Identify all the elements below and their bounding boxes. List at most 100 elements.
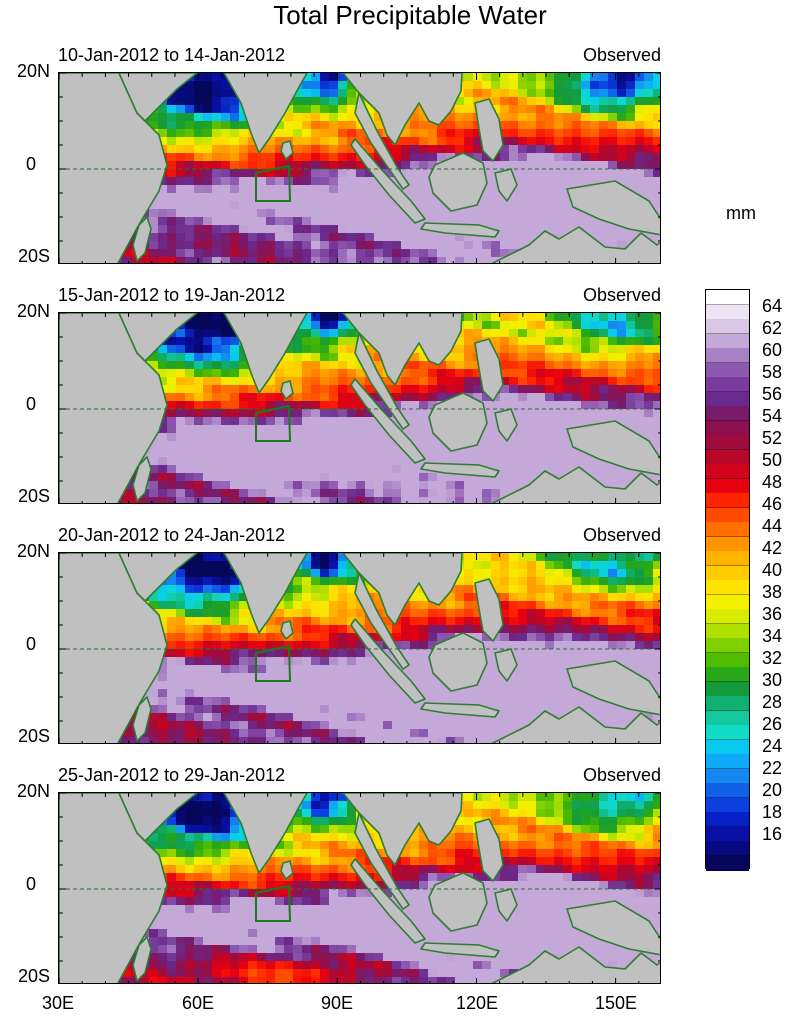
colorbar-swatch: [706, 594, 749, 610]
panel-2-lat-20n: 20N: [16, 301, 50, 321]
land-polygon: [474, 338, 504, 402]
colorbar-label: 54: [762, 406, 783, 426]
land-polygon: [280, 860, 294, 880]
land-polygon: [566, 180, 660, 236]
colorbar-swatch: [706, 333, 749, 349]
colorbar-swatch: [706, 797, 749, 813]
colorbar-label: 46: [762, 494, 783, 514]
panel-3-observed-tag: Observed: [582, 525, 661, 545]
map-panel-4: 25-Jan-2012 to 29-Jan-2012 Observed: [58, 765, 661, 984]
colorbar-label: 24: [762, 736, 783, 756]
colorbar-swatch: [706, 377, 749, 392]
land-polygon: [354, 812, 410, 910]
land-polygon: [223, 793, 308, 874]
colorbar-swatch: [706, 435, 749, 450]
land-polygon: [474, 98, 504, 162]
colorbar-label: 52: [762, 428, 783, 448]
colorbar-label: 48: [762, 472, 783, 492]
lon-label-30e: 30E: [41, 993, 75, 1013]
panel-3-lat-0: 0: [25, 634, 36, 654]
panel-1-lat-0: 0: [25, 154, 36, 174]
colorbar-swatch: [706, 841, 749, 856]
tpw-map: [59, 73, 660, 263]
colorbar-label: 16: [762, 824, 783, 844]
land-polygon: [223, 313, 308, 394]
panel-4-lat-0: 0: [25, 874, 36, 894]
colorbar: [705, 289, 750, 871]
land-polygon: [494, 888, 518, 922]
land-polygon: [420, 702, 500, 718]
colorbar-swatch: [706, 319, 749, 334]
colorbar-swatch: [706, 667, 749, 682]
panel-4-lat-20n: 20N: [16, 781, 50, 801]
panel-1-lat-20n: 20N: [16, 61, 50, 81]
colorbar-label: 36: [762, 604, 783, 624]
colorbar-label: 18: [762, 802, 783, 822]
land-polygon: [428, 872, 488, 932]
axis-ticks: [59, 793, 660, 983]
land-polygon: [420, 462, 500, 478]
land-polygon: [342, 553, 463, 626]
panel-2-lat-0: 0: [25, 394, 36, 414]
colorbar-swatch: [706, 652, 749, 668]
land-polygon: [342, 793, 463, 866]
panel-1-date-range: 10-Jan-2012 to 14-Jan-2012: [58, 45, 286, 65]
land-masses: [59, 793, 660, 983]
panel-4-plot: [58, 792, 661, 984]
colorbar-swatch: [706, 768, 749, 784]
colorbar-label: 60: [762, 340, 783, 360]
land-polygon: [354, 92, 410, 190]
colorbar-label: 20: [762, 780, 783, 800]
land-polygon: [223, 553, 308, 634]
colorbar-label: 42: [762, 538, 783, 558]
land-polygon: [132, 216, 152, 262]
colorbar-swatch: [706, 783, 749, 798]
land-polygon: [280, 380, 294, 400]
land-polygon: [280, 620, 294, 640]
land-polygon: [491, 706, 660, 743]
colorbar-swatch: [706, 507, 749, 523]
map-panel-2: 15-Jan-2012 to 19-Jan-2012 Observed: [58, 285, 661, 504]
axis-ticks: [59, 553, 660, 743]
panel-1-observed-tag: Observed: [582, 45, 661, 65]
colorbar-swatch: [706, 536, 749, 552]
colorbar-label: 44: [762, 516, 783, 536]
land-polygon: [566, 900, 660, 956]
lon-label-150e: 150E: [594, 993, 638, 1013]
colorbar-swatch: [706, 406, 749, 421]
region-box: [255, 644, 292, 682]
region-box: [255, 884, 292, 922]
colorbar-label: 34: [762, 626, 783, 646]
colorbar-swatch: [706, 522, 749, 537]
colorbar-swatch: [706, 754, 749, 769]
land-polygon: [474, 578, 504, 642]
region-box: [255, 164, 292, 202]
map-panel-1: 10-Jan-2012 to 14-Jan-2012 Observed: [58, 45, 661, 264]
colorbar-label: 26: [762, 714, 783, 734]
panel-2-date-range: 15-Jan-2012 to 19-Jan-2012: [58, 285, 286, 305]
colorbar-label: 40: [762, 560, 783, 580]
colorbar-units: mm: [726, 203, 756, 223]
axis-ticks: [59, 73, 660, 263]
colorbar-swatch: [706, 638, 749, 653]
land-polygon: [494, 648, 518, 682]
chart-title: Total Precipitable Water: [273, 0, 547, 30]
colorbar-swatch: [706, 623, 749, 639]
panel-4-observed-tag: Observed: [582, 765, 661, 785]
panel-1-plot: [58, 72, 661, 264]
land-polygon: [118, 73, 198, 122]
map-panel-3: 20-Jan-2012 to 24-Jan-2012 Observed: [58, 525, 661, 744]
panel-3-date-range: 20-Jan-2012 to 24-Jan-2012: [58, 525, 286, 545]
colorbar-label: 28: [762, 692, 783, 712]
panel-2-observed-tag: Observed: [582, 285, 661, 305]
land-polygon: [118, 313, 198, 362]
colorbar-swatch: [706, 580, 749, 595]
colorbar-swatch: [706, 478, 749, 494]
land-polygon: [354, 572, 410, 670]
colorbar-swatch: [706, 696, 749, 711]
land-polygon: [350, 378, 426, 464]
panel-4-lat-20s: 20S: [17, 966, 50, 986]
colorbar-swatch: [706, 855, 749, 871]
land-polygon: [223, 73, 308, 154]
land-polygon: [118, 793, 198, 842]
